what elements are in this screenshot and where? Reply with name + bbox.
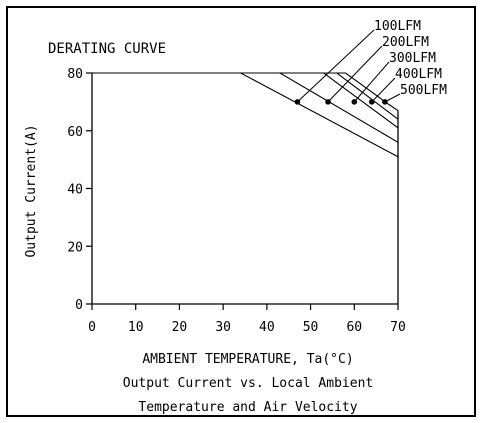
legend-label-200lfm: 200LFM — [382, 35, 429, 50]
x-axis-label: AMBIENT TEMPERATURE, Ta(°C) — [142, 352, 353, 367]
caption-line-2: Temperature and Air Velocity — [138, 400, 357, 415]
chart-title: DERATING CURVE — [48, 41, 166, 57]
axes — [91, 73, 399, 305]
y-tick-label: 80 — [67, 67, 83, 82]
caption-line-1: Output Current vs. Local Ambient — [123, 376, 373, 391]
legend-leader-100lfm — [297, 29, 375, 103]
legend-leader-500lfm — [384, 93, 401, 103]
legend-label-300lfm: 300LFM — [389, 51, 436, 66]
y-tick-label: 60 — [67, 125, 83, 140]
legend-label-500lfm: 500LFM — [400, 83, 447, 98]
y-tick-label: 0 — [75, 298, 83, 313]
x-tick-label: 20 — [172, 320, 188, 335]
series-line-400lfm — [92, 72, 399, 120]
y-tick-label: 40 — [67, 183, 83, 198]
x-tick-label: 10 — [128, 320, 144, 335]
x-tick-label: 60 — [346, 320, 362, 335]
chart-frame: DERATING CURVE 0 10 20 30 40 50 60 70 0 20 40 60 80… — [6, 6, 476, 417]
y-axis-label: Output Current(A) — [24, 124, 39, 257]
x-tick-label: 50 — [303, 320, 319, 335]
x-tick-label: 0 — [88, 320, 96, 335]
legend-label-100lfm: 100LFM — [374, 19, 421, 34]
legend-leader-400lfm — [371, 77, 396, 103]
y-tick-label: 20 — [67, 240, 83, 255]
derating-chart: DERATING CURVE 0 10 20 30 40 50 60 70 0 20 40 60 80… — [24, 19, 447, 415]
x-tick-label: 40 — [259, 320, 275, 335]
x-axis-ticks: 0 10 20 30 40 50 60 70 — [88, 304, 406, 335]
series-lines — [92, 72, 399, 158]
legend-leader-300lfm — [353, 61, 390, 103]
y-axis-ticks: 0 20 40 60 80 — [67, 67, 92, 313]
legend-label-400lfm: 400LFM — [395, 67, 442, 82]
x-tick-label: 30 — [215, 320, 231, 335]
legend-leader-200lfm — [327, 45, 383, 103]
x-tick-label: 70 — [390, 320, 406, 335]
series-line-500lfm — [92, 72, 399, 111]
